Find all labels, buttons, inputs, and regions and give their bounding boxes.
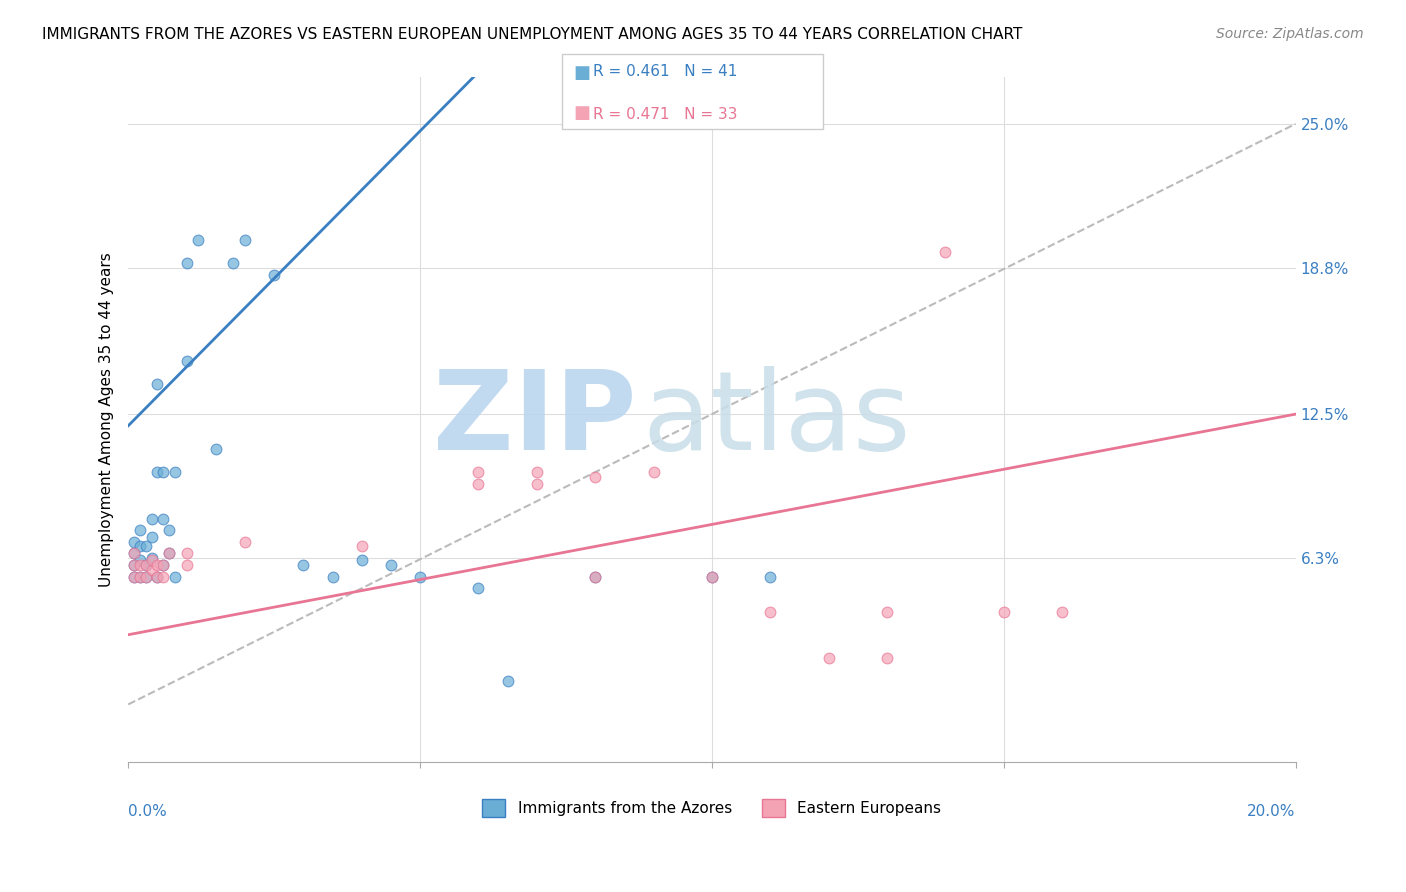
Point: [152, 511, 174, 525]
Point: [263, 268, 285, 282]
Point: [141, 551, 163, 566]
Point: [876, 605, 898, 619]
Point: [163, 569, 186, 583]
Point: [759, 569, 782, 583]
Point: [152, 569, 174, 583]
Point: [152, 465, 174, 479]
Point: [122, 558, 145, 572]
Point: [122, 534, 145, 549]
Point: [146, 569, 169, 583]
Text: R = 0.471   N = 33: R = 0.471 N = 33: [593, 107, 738, 122]
Point: [129, 569, 152, 583]
Text: ■: ■: [574, 104, 591, 122]
Point: [583, 470, 606, 484]
Point: [122, 546, 145, 560]
Point: [129, 540, 152, 554]
Point: [876, 651, 898, 665]
Point: [526, 465, 548, 479]
Point: [350, 553, 373, 567]
Point: [204, 442, 226, 456]
Y-axis label: Unemployment Among Ages 35 to 44 years: Unemployment Among Ages 35 to 44 years: [100, 252, 114, 587]
Point: [700, 569, 723, 583]
Point: [141, 511, 163, 525]
Point: [187, 233, 209, 247]
Point: [467, 465, 489, 479]
Point: [233, 233, 256, 247]
Point: [146, 558, 169, 572]
Point: [122, 546, 145, 560]
Text: R = 0.461   N = 41: R = 0.461 N = 41: [593, 64, 738, 79]
Point: [157, 546, 180, 560]
Point: [467, 582, 489, 596]
Point: [176, 353, 198, 368]
Point: [222, 256, 245, 270]
Text: Source: ZipAtlas.com: Source: ZipAtlas.com: [1216, 27, 1364, 41]
Point: [526, 476, 548, 491]
Point: [122, 569, 145, 583]
Point: [176, 558, 198, 572]
Text: 0.0%: 0.0%: [128, 804, 167, 819]
Point: [380, 558, 402, 572]
Point: [141, 530, 163, 544]
Point: [350, 540, 373, 554]
Point: [176, 256, 198, 270]
Point: [141, 553, 163, 567]
Point: [163, 465, 186, 479]
Point: [583, 569, 606, 583]
Point: [322, 569, 344, 583]
Point: [817, 651, 839, 665]
Point: [496, 674, 519, 689]
Point: [176, 546, 198, 560]
Text: ■: ■: [574, 64, 591, 82]
Point: [135, 558, 157, 572]
Point: [934, 244, 956, 259]
Point: [1050, 605, 1073, 619]
Point: [152, 558, 174, 572]
Legend: Immigrants from the Azores, Eastern Europeans: Immigrants from the Azores, Eastern Euro…: [477, 792, 948, 823]
Text: IMMIGRANTS FROM THE AZORES VS EASTERN EUROPEAN UNEMPLOYMENT AMONG AGES 35 TO 44 : IMMIGRANTS FROM THE AZORES VS EASTERN EU…: [42, 27, 1022, 42]
Point: [135, 569, 157, 583]
Text: ZIP: ZIP: [433, 367, 636, 474]
Point: [146, 376, 169, 391]
Point: [122, 569, 145, 583]
Point: [146, 569, 169, 583]
Point: [135, 540, 157, 554]
Point: [129, 523, 152, 537]
Point: [129, 558, 152, 572]
Point: [122, 558, 145, 572]
Point: [157, 523, 180, 537]
Text: atlas: atlas: [643, 367, 910, 474]
Point: [233, 534, 256, 549]
Text: 20.0%: 20.0%: [1247, 804, 1295, 819]
Point: [146, 465, 169, 479]
Point: [157, 546, 180, 560]
Point: [467, 476, 489, 491]
Point: [135, 558, 157, 572]
Point: [583, 569, 606, 583]
Point: [129, 553, 152, 567]
Point: [141, 563, 163, 577]
Point: [152, 558, 174, 572]
Point: [135, 569, 157, 583]
Point: [993, 605, 1015, 619]
Point: [292, 558, 315, 572]
Point: [129, 569, 152, 583]
Point: [409, 569, 432, 583]
Point: [643, 465, 665, 479]
Point: [700, 569, 723, 583]
Point: [759, 605, 782, 619]
